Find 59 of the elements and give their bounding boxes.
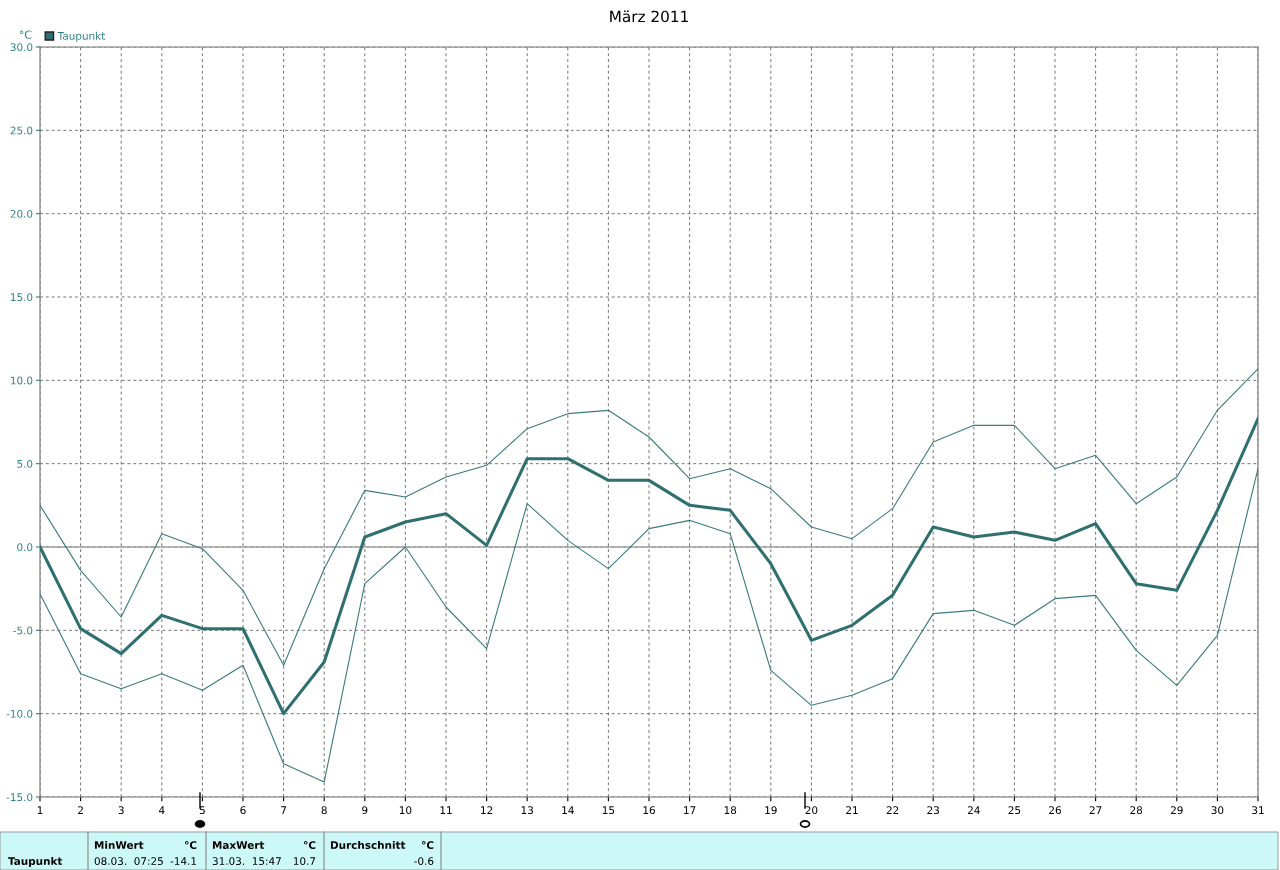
text: Taupunkt [8, 856, 63, 868]
x-tick-label: 2 [78, 806, 83, 814]
x-tick-label: 1 [37, 806, 43, 814]
legend-label: Taupunkt [57, 31, 106, 42]
x-tick-label: 12 [481, 806, 493, 814]
x-tick-label: 26 [1049, 806, 1061, 815]
x-tick-label: 17 [684, 806, 696, 814]
x-tick-label: 6 [240, 806, 246, 815]
text: 31.03. 15:47 [212, 857, 281, 866]
text: MaxWert [212, 841, 265, 850]
x-tick-label: 29 [1170, 806, 1183, 815]
line-series [40, 368, 1258, 666]
text: MinWert [94, 840, 144, 850]
y-tick-label: 0.0 [17, 543, 33, 552]
y-tick-label: 30.0 [10, 43, 33, 52]
x-tick-label: 8 [321, 806, 327, 815]
y-tick-label: 20.0 [10, 209, 33, 218]
x-tick-label: 30 [1211, 806, 1224, 815]
text: °C [422, 841, 434, 850]
y-tick-label: 15.0 [11, 293, 33, 302]
x-tick-label: 24 [967, 806, 980, 814]
text: Durchschnitt [330, 840, 406, 850]
x-tick-label: 20 [805, 806, 818, 815]
x-tick-label: 23 [927, 806, 939, 815]
x-tick-label: 21 [846, 806, 858, 814]
y-tick-label: 25.0 [10, 126, 33, 135]
y-tick-label: 10.0 [11, 376, 33, 385]
x-tick-label: 3 [118, 806, 124, 815]
y-tick-label: 5.0 [17, 459, 33, 468]
y-axis-title: °C [19, 30, 32, 39]
x-tick-label: 15 [602, 806, 615, 815]
x-tick-label: 13 [521, 806, 533, 815]
x-tick-label: 18 [724, 806, 737, 815]
x-tick-label: 28 [1130, 806, 1143, 815]
y-tick-label: -10.0 [6, 709, 33, 718]
chart-title: März 2011 [610, 10, 688, 23]
x-tick-label: 5 [199, 806, 205, 815]
line-series [40, 417, 1258, 716]
text: -14.1 [170, 857, 197, 865]
y-tick-label: -15.0 [6, 793, 33, 802]
text: °C [185, 841, 197, 850]
x-tick-label: 4 [159, 806, 165, 814]
x-tick-label: 11 [440, 806, 452, 814]
x-tick-label: 22 [886, 806, 899, 814]
x-tick-label: 10 [399, 806, 412, 815]
text: -0.6 [414, 857, 434, 866]
line-series [40, 468, 1258, 783]
text: °C [304, 841, 316, 850]
x-tick-label: 31 [1252, 806, 1264, 815]
x-tick-label: 9 [362, 806, 368, 815]
text: 10.7 [293, 857, 316, 866]
text: 08.03. 07:25 [94, 857, 163, 866]
x-tick-label: 7 [281, 806, 287, 814]
x-tick-label: 19 [765, 806, 777, 815]
x-tick-label: 14 [562, 806, 574, 814]
x-tick-label: 25 [1008, 806, 1021, 815]
y-tick-label: -5.0 [13, 626, 33, 635]
x-tick-label: 27 [1089, 806, 1102, 814]
x-tick-label: 16 [643, 806, 655, 815]
